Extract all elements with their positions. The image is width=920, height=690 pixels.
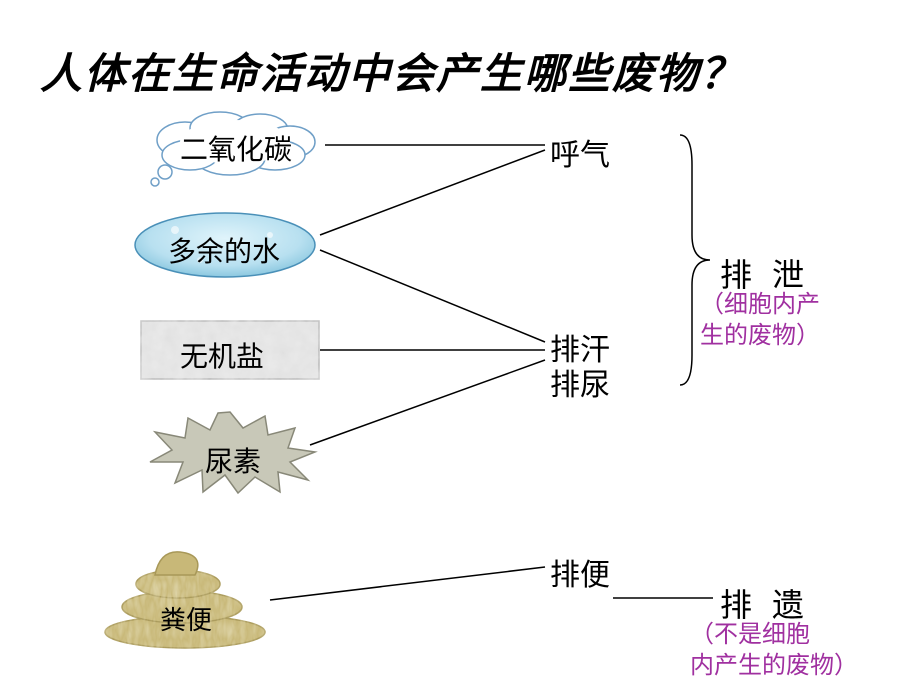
page-title: 人体在生命活动中会产生哪些废物？	[40, 40, 880, 101]
urea-label: 尿素	[205, 440, 261, 480]
note-egestion: （不是细胞 内产生的废物）	[690, 620, 858, 682]
method-urine: 排尿	[550, 360, 610, 404]
method-breath: 呼气	[550, 130, 610, 174]
note-excretion: （细胞内产 生的废物）	[700, 290, 820, 352]
salt-label: 无机盐	[180, 335, 264, 375]
method-defecate: 排便	[550, 550, 610, 594]
water-label: 多余的水	[168, 230, 280, 270]
co2-label: 二氧化碳	[180, 128, 292, 168]
feces-label: 粪便	[160, 600, 212, 637]
